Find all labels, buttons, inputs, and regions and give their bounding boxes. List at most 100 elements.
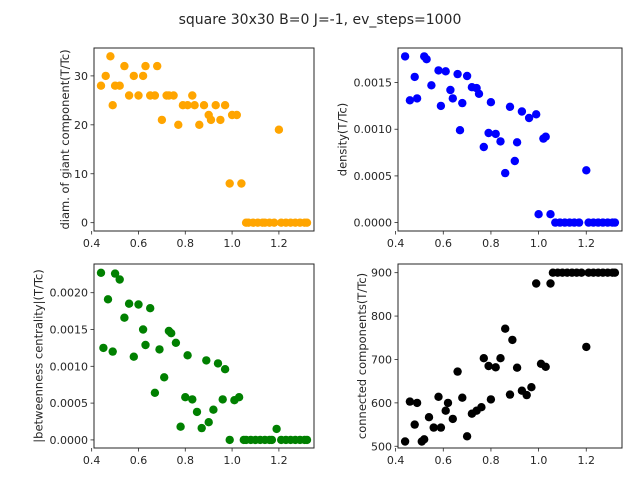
point-diam-18 <box>169 91 178 100</box>
ytick-label-components-1: 600 <box>371 397 392 410</box>
point-components-33 <box>541 362 550 371</box>
ytick-label-components-2: 700 <box>371 353 392 366</box>
point-betweenness-12 <box>146 304 155 313</box>
point-components-9 <box>436 423 446 432</box>
point-diam-34 <box>237 179 246 188</box>
xtick-label-density-0: 0.4 <box>387 237 405 250</box>
point-diam-19 <box>174 120 183 129</box>
point-betweenness-26 <box>204 418 213 427</box>
point-components-23 <box>496 354 505 363</box>
point-betweenness-6 <box>120 313 129 322</box>
point-diam-10 <box>138 71 148 81</box>
point-components-10 <box>441 406 450 415</box>
point-density-0 <box>400 52 410 61</box>
point-components-41 <box>577 268 586 277</box>
point-betweenness-19 <box>176 422 185 431</box>
ytick-label-components-4: 900 <box>371 267 392 280</box>
point-betweenness-29 <box>218 395 227 404</box>
subplot-density: 0.4 0.6 0.8 1.0 1.2 0.0000 0.0005 0.0010 0.0015 d… <box>335 47 623 250</box>
point-betweenness-2 <box>103 295 113 304</box>
ytick-label-diam-2: 20 <box>74 119 88 132</box>
axes-frame-betweenness <box>93 263 315 449</box>
point-components-30 <box>527 383 536 392</box>
point-components-49 <box>610 268 620 277</box>
point-density-13 <box>455 126 465 135</box>
point-diam-13 <box>150 91 160 100</box>
point-density-6 <box>427 81 436 90</box>
point-betweenness-41 <box>267 435 277 445</box>
point-diam-29 <box>216 115 225 125</box>
point-density-48 <box>610 218 620 227</box>
point-density-28 <box>517 107 527 116</box>
point-density-27 <box>512 138 522 147</box>
point-density-25 <box>505 102 515 112</box>
ytick-label-diam-1: 10 <box>74 168 88 181</box>
point-components-11 <box>443 398 453 408</box>
point-components-22 <box>491 363 500 372</box>
xtick-label-betweenness-1: 0.6 <box>130 454 148 467</box>
xtick-label-density-4: 1.2 <box>578 237 596 250</box>
point-density-2 <box>410 72 419 82</box>
point-diam-9 <box>134 91 143 100</box>
point-diam-15 <box>157 115 167 125</box>
point-components-26 <box>508 335 517 345</box>
xtick-label-density-3: 1.0 <box>530 237 548 250</box>
xtick-label-diam-2: 0.8 <box>177 237 195 250</box>
point-betweenness-7 <box>124 299 134 308</box>
xtick-label-betweenness-2: 0.8 <box>177 454 195 467</box>
point-betweenness-30 <box>220 365 230 374</box>
axes-frame-diam <box>93 47 315 232</box>
point-components-6 <box>424 413 434 422</box>
axes-frame-density <box>397 47 623 232</box>
point-components-15 <box>462 432 472 441</box>
point-diam-50 <box>302 218 312 227</box>
ytick-label-diam-3: 30 <box>74 70 88 83</box>
point-components-3 <box>412 398 422 408</box>
point-components-13 <box>453 367 462 376</box>
point-density-8 <box>436 101 446 111</box>
xtick-label-components-1: 0.6 <box>435 454 453 467</box>
point-components-18 <box>477 403 486 412</box>
point-density-18 <box>474 89 484 99</box>
xtick-label-betweenness-4: 1.2 <box>270 454 288 467</box>
point-components-14 <box>458 393 467 402</box>
point-diam-30 <box>220 101 230 110</box>
xtick-label-components-3: 1.0 <box>530 454 548 467</box>
point-diam-1 <box>101 71 110 81</box>
axes-frame-components <box>397 263 623 449</box>
point-density-30 <box>532 110 541 119</box>
xtick-label-density-1: 0.6 <box>435 237 453 250</box>
point-diam-42 <box>270 218 279 227</box>
point-density-5 <box>422 55 431 64</box>
point-betweenness-4 <box>110 269 120 278</box>
point-components-31 <box>532 279 541 288</box>
ylabel-components: connected components(T/Tc) <box>355 273 369 439</box>
point-diam-14 <box>153 61 162 71</box>
point-components-7 <box>429 423 438 432</box>
point-betweenness-8 <box>129 352 138 361</box>
point-components-42 <box>582 342 591 352</box>
point-components-1 <box>405 397 415 406</box>
point-components-0 <box>400 437 410 446</box>
ylabel-density: density(T/Tc) <box>335 103 349 176</box>
ytick-label-components-0: 500 <box>371 440 392 453</box>
subplot-betweenness: 0.4 0.6 0.8 1.0 1.2 0.0000 0.0005 0.0010 0.0015 0… <box>31 263 315 467</box>
point-diam-7 <box>124 91 134 100</box>
ytick-label-density-0: 0.0000 <box>354 217 393 230</box>
xtick-label-diam-1: 0.6 <box>130 237 148 250</box>
subplot-components: 0.4 0.6 0.8 1.0 1.2 500 600 700 800 900connected … <box>355 263 623 467</box>
point-betweenness-1 <box>99 343 108 353</box>
xtick-label-betweenness-3: 1.0 <box>223 454 241 467</box>
point-components-8 <box>434 392 443 401</box>
xtick-label-components-0: 0.4 <box>387 454 405 467</box>
point-betweenness-24 <box>197 423 206 433</box>
xtick-label-components-4: 1.2 <box>578 454 596 467</box>
point-betweenness-3 <box>108 347 117 356</box>
ytick-label-density-3: 0.0015 <box>354 77 393 90</box>
point-density-12 <box>453 69 462 79</box>
point-betweenness-33 <box>234 393 244 402</box>
point-betweenness-14 <box>155 345 164 354</box>
point-diam-11 <box>141 61 150 71</box>
point-diam-6 <box>120 61 129 71</box>
